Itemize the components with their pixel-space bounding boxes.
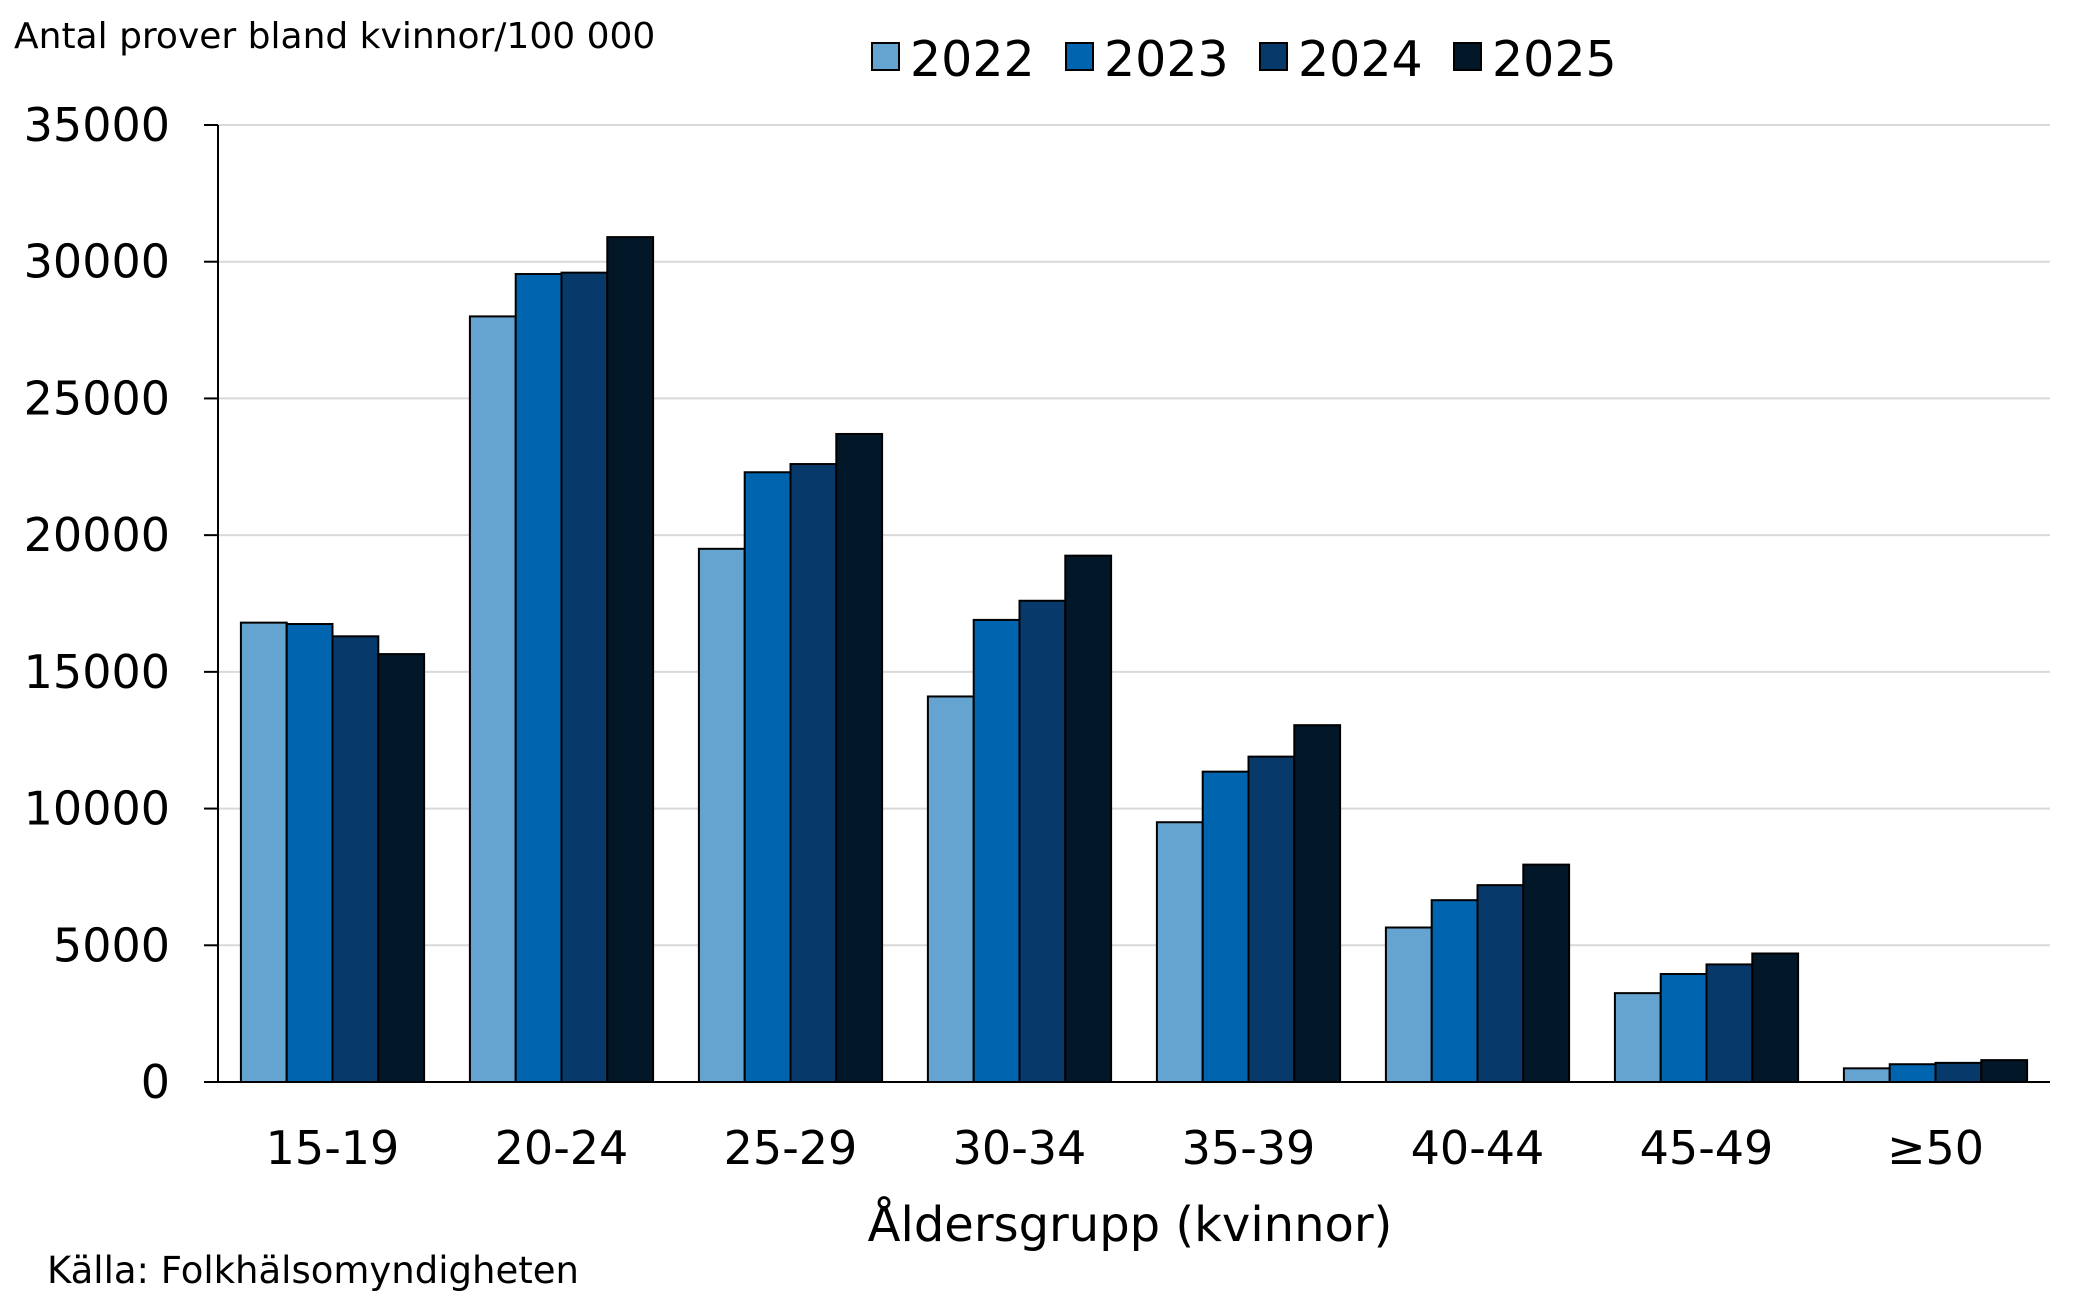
bar-2024-25-29 [789, 463, 838, 1083]
bars [239, 236, 2029, 1084]
bar-2024-40-44 [1476, 884, 1525, 1083]
bar-2024-30-34 [1018, 599, 1067, 1083]
x-tick-label: 40-44 [1411, 1121, 1545, 1175]
bar-2025-25-29 [835, 432, 884, 1083]
source-note: Källa: Folkhälsomyndigheten [47, 1249, 579, 1292]
y-tick-label: 0 [141, 1055, 170, 1109]
legend-label-2022: 2022 [910, 31, 1035, 88]
legend-swatch-2022 [871, 42, 900, 71]
y-tick-label: 10000 [24, 782, 170, 836]
legend-swatch-2023 [1065, 42, 1094, 71]
legend-label-2025: 2025 [1492, 31, 1617, 88]
bar-2025-45-49 [1751, 952, 1800, 1084]
bar-2024-15-19 [331, 635, 380, 1083]
bar-2025-≥50 [1980, 1059, 2029, 1084]
bar-2023-≥50 [1888, 1063, 1937, 1084]
axes: 0 5000 10000 15000 20000 25000 30000 35000 15-19… [24, 98, 2050, 1175]
bar-2025-30-34 [1064, 554, 1113, 1083]
bar-2022-30-34 [926, 695, 975, 1083]
bar-2023-15-19 [285, 623, 334, 1083]
bar-2022-45-49 [1613, 992, 1662, 1084]
bar-2022-35-39 [1155, 821, 1204, 1083]
y-tick-label: 15000 [24, 645, 170, 699]
bar-2025-40-44 [1522, 863, 1571, 1083]
bar-2022-20-24 [468, 315, 517, 1083]
x-tick-label: ≥50 [1887, 1121, 1984, 1175]
x-tick-label: 35-39 [1182, 1121, 1316, 1175]
bar-2024-45-49 [1705, 963, 1754, 1084]
bar-2025-15-19 [377, 653, 426, 1083]
bar-2024-20-24 [560, 271, 609, 1083]
x-axis-label: Åldersgrupp (kvinnor) [868, 1196, 1393, 1253]
x-tick-label: 30-34 [953, 1121, 1087, 1175]
bar-2023-40-44 [1430, 899, 1479, 1083]
bar-2023-30-34 [972, 618, 1021, 1083]
y-tick-label: 30000 [24, 235, 170, 289]
legend-swatch-2024 [1259, 42, 1288, 71]
y-tick-label: 20000 [24, 508, 170, 562]
bar-2025-20-24 [606, 236, 655, 1083]
bar-2024-35-39 [1247, 755, 1296, 1083]
bar-2025-35-39 [1293, 724, 1342, 1083]
y-tick-label: 25000 [24, 371, 170, 425]
x-tick-label: 20-24 [495, 1121, 629, 1175]
x-tick-label: 25-29 [724, 1121, 858, 1175]
y-tick-label: 35000 [24, 98, 170, 152]
bar-2022-25-29 [697, 547, 746, 1083]
legend: 2022 2023 2024 2025 [871, 31, 1617, 88]
x-tick-label: 15-19 [266, 1121, 400, 1175]
legend-swatch-2025 [1453, 42, 1482, 71]
bar-2022-40-44 [1384, 926, 1433, 1084]
bar-2023-20-24 [514, 273, 563, 1084]
legend-label-2023: 2023 [1104, 31, 1229, 88]
legend-label-2024: 2024 [1298, 31, 1423, 88]
y-tick-label: 5000 [53, 918, 170, 972]
bar-2024-≥50 [1934, 1061, 1983, 1083]
bar-2022-15-19 [239, 621, 288, 1083]
bar-2022-≥50 [1842, 1067, 1891, 1084]
y-axis-label: Antal prover bland kvinnor/100 000 [14, 16, 655, 57]
x-tick-label: 45-49 [1640, 1121, 1774, 1175]
bar-2023-25-29 [743, 471, 792, 1083]
bar-2023-35-39 [1201, 770, 1250, 1083]
bar-2023-45-49 [1659, 972, 1708, 1084]
